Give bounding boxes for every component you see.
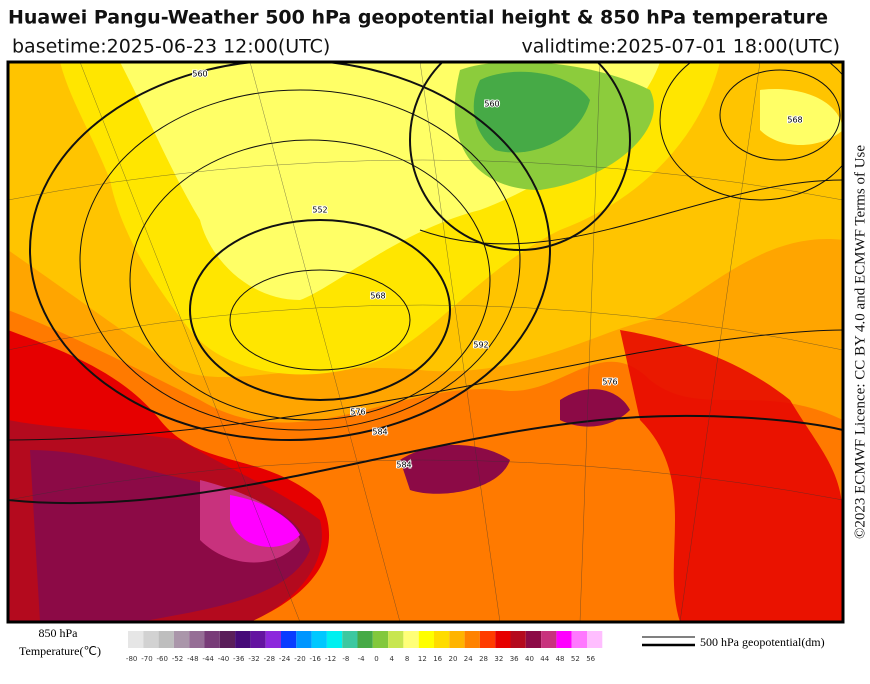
colorbar-tick-label: 24 <box>464 655 473 663</box>
colorbar-tick-label: -12 <box>325 655 336 663</box>
colorbar-tick-label: -20 <box>294 655 305 663</box>
colorbar-tick-label: 12 <box>418 655 427 663</box>
colorbar-tick-label: 32 <box>494 655 503 663</box>
colorbar-swatch <box>342 631 358 648</box>
contour-label: 576 <box>602 378 617 387</box>
basetime: basetime:2025-06-23 12:00(UTC) <box>12 36 330 58</box>
contour-label: 568 <box>787 116 802 125</box>
colorbar-tick-label: 40 <box>525 655 534 663</box>
contour-label: 584 <box>372 428 387 437</box>
colorbar-swatch <box>189 631 205 648</box>
colorbar-tick-label: -36 <box>233 655 245 663</box>
colorbar-tick-label: 28 <box>479 655 488 663</box>
contour-label: 576 <box>350 408 365 417</box>
colorbar-swatch <box>556 631 572 648</box>
colorbar-tick-label: 8 <box>405 655 409 663</box>
colorbar-swatch <box>495 631 511 648</box>
map <box>8 62 843 622</box>
colorbar-tick-label: 16 <box>433 655 442 663</box>
colorbar-swatch <box>281 631 297 648</box>
contour-label: 592 <box>473 341 488 350</box>
colorbar-swatch <box>372 631 389 648</box>
contour-label: 560 <box>192 70 207 79</box>
colorbar-swatch <box>418 631 434 648</box>
colorbar-swatch <box>479 631 496 648</box>
colorbar-tick-label: 4 <box>390 655 395 663</box>
contour-label: 568 <box>370 292 385 301</box>
colorbar-swatch <box>571 631 587 648</box>
colorbar-tick-label: -80 <box>126 655 137 663</box>
title: Huawei Pangu-Weather 500 hPa geopotentia… <box>8 7 828 29</box>
contour-label: 584 <box>396 461 411 470</box>
colorbar-tick-label: 36 <box>510 655 519 663</box>
validtime: validtime:2025-07-01 18:00(UTC) <box>521 36 840 58</box>
colorbar-tick-label: 48 <box>556 655 565 663</box>
colorbar-tick-label: 20 <box>448 655 457 663</box>
colorbar-tick-label: 56 <box>586 655 595 663</box>
colorbar-swatch <box>326 631 343 648</box>
colorbar-swatch <box>541 631 557 648</box>
contour-label: 560 <box>484 100 499 109</box>
colorbar-swatch <box>403 631 419 648</box>
colorbar-swatch <box>587 631 603 648</box>
legend-label: 500 hPa geopotential(dm) <box>700 635 825 649</box>
colorbar-swatch <box>434 631 450 648</box>
colorbar-swatch <box>296 631 312 648</box>
colorbar-tick-label: 44 <box>540 655 549 663</box>
contour-label: 552 <box>312 206 327 215</box>
colorbar-swatch <box>158 631 174 648</box>
colorbar-swatch <box>173 631 190 648</box>
colorbar-tick-label: -24 <box>279 655 291 663</box>
colorbar-swatch <box>449 631 465 648</box>
colorbar-tick-label: -48 <box>187 655 198 663</box>
colorbar-swatch <box>510 631 526 648</box>
colorbar-swatch <box>388 631 404 648</box>
map-frame <box>6 60 845 624</box>
colorbar-swatch <box>235 631 251 648</box>
colorbar-tick-label: -60 <box>157 655 168 663</box>
colorbar-tick-label: -28 <box>264 655 275 663</box>
colorbar-tick-label: -8 <box>342 655 349 663</box>
colorbar-tick-label: 0 <box>374 655 378 663</box>
colorbar-tick-label: -16 <box>310 655 322 663</box>
colorbar-swatch <box>311 631 327 648</box>
colorbar-tick-label: 52 <box>571 655 580 663</box>
colorbar-swatch <box>525 631 542 648</box>
colorbar-swatch <box>464 631 480 648</box>
colorbar-swatch <box>357 631 373 648</box>
colorbar-title: 850 hPa <box>39 626 79 640</box>
colorbar-tick-label: -4 <box>358 655 366 663</box>
colorbar-tick-label: -32 <box>248 655 259 663</box>
colorbar-tick-label: -52 <box>172 655 183 663</box>
colorbar-subtitle: Temperature(℃) <box>19 644 101 658</box>
colorbar-swatch <box>219 631 236 648</box>
colorbar-swatch <box>204 631 220 648</box>
colorbar-swatch <box>250 631 266 648</box>
license: ©2023 ECMWF Licence: CC BY 4.0 and ECMWF… <box>852 145 868 539</box>
colorbar-tick-label: -40 <box>218 655 229 663</box>
colorbar-tick-label: -44 <box>202 655 214 663</box>
colorbar-swatch <box>128 631 144 648</box>
colorbar-swatch <box>143 631 159 648</box>
colorbar-tick-label: -70 <box>141 655 152 663</box>
colorbar-swatch <box>265 631 281 648</box>
